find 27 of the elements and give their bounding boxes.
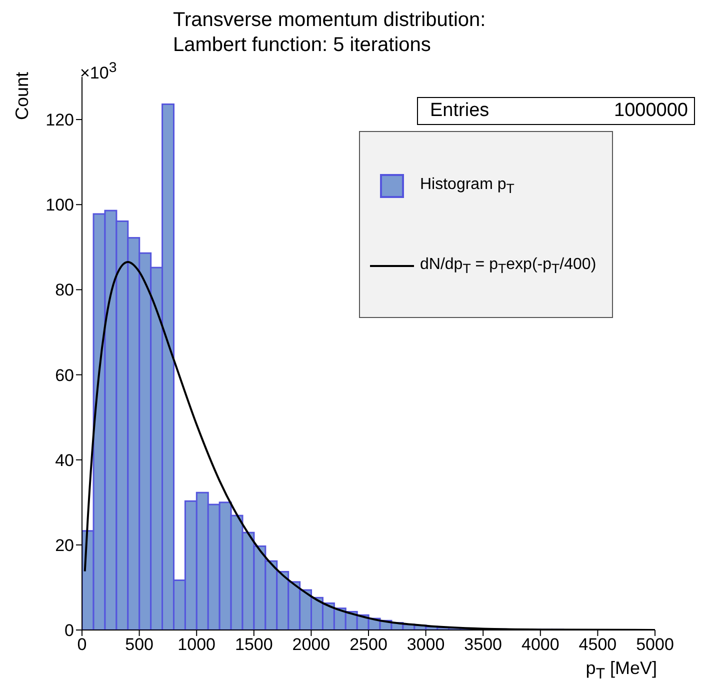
annotation: 1000000 — [614, 100, 688, 122]
y-tick-label: 60 — [55, 366, 74, 385]
x-tick-label: 1000 — [178, 635, 216, 654]
annotation: ×10$^{3}$ — [80, 60, 117, 84]
x-tick-label: 5000 — [636, 635, 674, 654]
x-axis-title: p$_{T}$ [MeV] — [586, 658, 657, 682]
legend-label: Histogram p$_{T}$ — [420, 176, 514, 196]
x-tick-label: 1500 — [234, 635, 273, 654]
y-tick-label: 20 — [55, 536, 74, 555]
chart-subtitle: Lambert function: 5 iterations — [173, 33, 432, 58]
x-tick-label: 4000 — [521, 635, 560, 654]
x-tick-label: 2500 — [350, 635, 388, 654]
y-tick-label: 40 — [55, 450, 74, 470]
x-tick-label: 2000 — [292, 635, 330, 654]
y-tick-label: 0 — [64, 621, 74, 640]
x-tick-label: 0 — [77, 635, 87, 654]
legend-label: dN/dp$_{T}$ = p$_{T}$exp(-p$_{T}$/400) — [420, 256, 596, 276]
x-tick-label: 4500 — [578, 635, 617, 654]
y-tick-label: 100 — [46, 196, 74, 215]
chart-title: Transverse momentum distribution: — [173, 8, 486, 33]
y-axis-title: Count — [12, 72, 33, 120]
y-tick-label: 120 — [46, 110, 74, 130]
annotation: Entries — [430, 100, 490, 122]
x-tick-label: 3000 — [406, 635, 445, 654]
x-tick-label: 500 — [125, 635, 154, 654]
y-tick-label: 80 — [55, 280, 74, 300]
x-tick-label: 3500 — [464, 635, 502, 654]
